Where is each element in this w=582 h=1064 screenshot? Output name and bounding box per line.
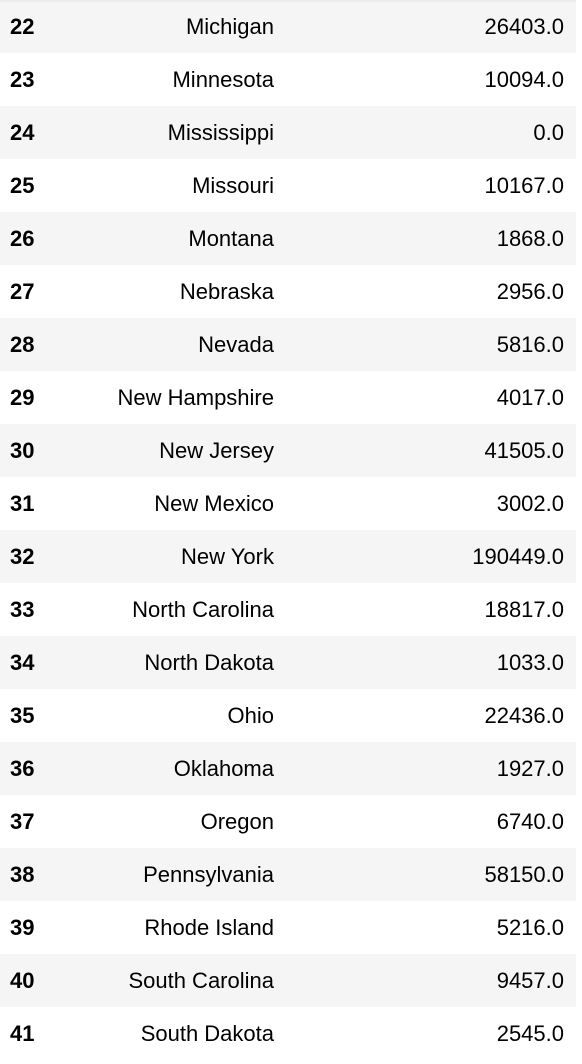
row-index: 40	[10, 967, 35, 993]
state-cell: Pennsylvania	[143, 861, 274, 887]
value-cell: 2545.0	[496, 1020, 564, 1046]
state-cell: Rhode Island	[144, 914, 274, 940]
state-cell: South Dakota	[140, 1020, 274, 1046]
table-row: 31 New Mexico 3002.0	[0, 477, 576, 530]
row-index: 25	[10, 172, 35, 198]
value-cell: 41505.0	[484, 437, 564, 463]
state-cell: Nebraska	[179, 278, 274, 304]
value-cell: 3002.0	[496, 490, 564, 516]
row-index: 30	[10, 437, 35, 463]
row-index: 41	[10, 1020, 35, 1046]
state-cell: Minnesota	[172, 66, 274, 92]
table-row: 29 New Hampshire 4017.0	[0, 371, 576, 424]
row-index: 35	[10, 702, 35, 728]
row-index: 22	[10, 13, 35, 39]
value-cell: 10094.0	[484, 66, 564, 92]
table-row: 22 Michigan 26403.0	[0, 0, 576, 53]
state-cell: New Mexico	[154, 490, 274, 516]
state-cell: New York	[181, 543, 274, 569]
table-row: 34 North Dakota 1033.0	[0, 636, 576, 689]
table-row: 25 Missouri 10167.0	[0, 159, 576, 212]
row-index: 26	[10, 225, 35, 251]
state-cell: Michigan	[185, 13, 274, 39]
table-row: 33 North Carolina 18817.0	[0, 583, 576, 636]
row-index: 38	[10, 861, 35, 887]
value-cell: 5816.0	[496, 331, 564, 357]
value-cell: 1033.0	[496, 649, 564, 675]
table-row: 35 Ohio 22436.0	[0, 689, 576, 742]
row-index: 34	[10, 649, 35, 675]
table-row: 24 Mississippi 0.0	[0, 106, 576, 159]
state-cell: Oregon	[200, 808, 274, 834]
row-index: 24	[10, 119, 35, 145]
table-row: 40 South Carolina 9457.0	[0, 954, 576, 1007]
value-cell: 22436.0	[484, 702, 564, 728]
table-row: 23 Minnesota 10094.0	[0, 53, 576, 106]
row-index: 37	[10, 808, 35, 834]
table-row: 37 Oregon 6740.0	[0, 795, 576, 848]
row-index: 33	[10, 596, 35, 622]
value-cell: 6740.0	[496, 808, 564, 834]
value-cell: 2956.0	[496, 278, 564, 304]
state-cell: New Jersey	[159, 437, 274, 463]
value-cell: 1927.0	[496, 755, 564, 781]
row-index: 31	[10, 490, 35, 516]
value-cell: 58150.0	[484, 861, 564, 887]
table-row: 39 Rhode Island 5216.0	[0, 901, 576, 954]
row-index: 39	[10, 914, 35, 940]
table-row: 28 Nevada 5816.0	[0, 318, 576, 371]
state-cell: Nevada	[198, 331, 274, 357]
value-cell: 0.0	[533, 119, 564, 145]
state-cell: New Hampshire	[117, 384, 275, 410]
state-cell: Oklahoma	[173, 755, 274, 781]
table-row: 30 New Jersey 41505.0	[0, 424, 576, 477]
value-cell: 1868.0	[496, 225, 564, 251]
state-cell: Mississippi	[167, 119, 274, 145]
row-index: 27	[10, 278, 35, 304]
table-row: 26 Montana 1868.0	[0, 212, 576, 265]
table-row: 38 Pennsylvania 58150.0	[0, 848, 576, 901]
value-cell: 190449.0	[472, 543, 564, 569]
value-cell: 10167.0	[484, 172, 564, 198]
row-index: 32	[10, 543, 35, 569]
table-row: 41 South Dakota 2545.0	[0, 1007, 576, 1060]
state-cell: Ohio	[227, 702, 274, 728]
state-cell: South Carolina	[128, 967, 274, 993]
row-index: 36	[10, 755, 35, 781]
value-cell: 4017.0	[496, 384, 564, 410]
value-cell: 5216.0	[496, 914, 564, 940]
row-index: 23	[10, 66, 35, 92]
table-row: 32 New York 190449.0	[0, 530, 576, 583]
value-cell: 26403.0	[484, 13, 564, 39]
value-cell: 9457.0	[496, 967, 564, 993]
value-cell: 18817.0	[484, 596, 564, 622]
state-cell: North Dakota	[144, 649, 274, 675]
table-row: 36 Oklahoma 1927.0	[0, 742, 576, 795]
state-cell: North Carolina	[132, 596, 274, 622]
row-index: 29	[10, 384, 35, 410]
state-cell: Montana	[188, 225, 274, 251]
table-row: 27 Nebraska 2956.0	[0, 265, 576, 318]
row-index: 28	[10, 331, 35, 357]
state-cell: Missouri	[192, 172, 274, 198]
